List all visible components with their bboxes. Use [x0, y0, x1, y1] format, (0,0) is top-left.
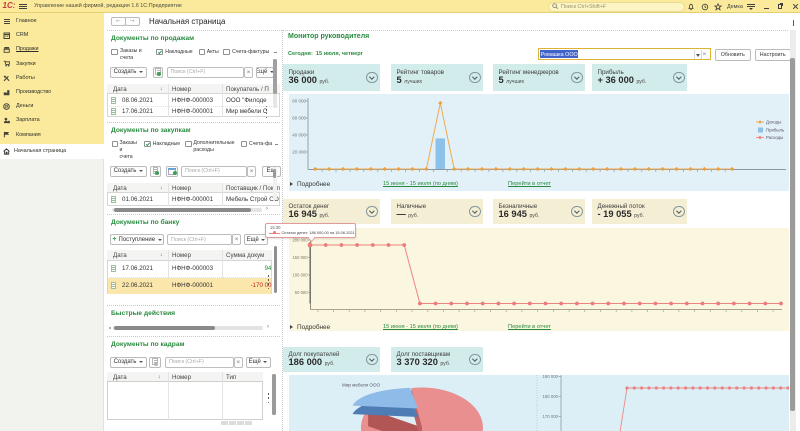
svg-text:60 000: 60 000 [292, 116, 306, 121]
svg-text:Мир мебели ООО: Мир мебели ООО [342, 382, 381, 387]
svg-text:170 000: 170 000 [542, 414, 558, 419]
svg-text:180 000: 180 000 [542, 394, 558, 399]
svg-text:190 000: 190 000 [542, 375, 558, 379]
svg-text:Расходы: Расходы [766, 135, 783, 140]
svg-text:40 000: 40 000 [292, 133, 306, 138]
svg-text:80 000: 80 000 [292, 99, 306, 104]
svg-text:150 000: 150 000 [292, 255, 308, 260]
svg-text:100 000: 100 000 [292, 272, 308, 277]
svg-text:20 000: 20 000 [292, 150, 306, 155]
svg-text:Прибыль: Прибыль [766, 128, 785, 133]
svg-text:50 000: 50 000 [295, 290, 308, 295]
svg-text:200 000: 200 000 [292, 238, 308, 243]
svg-text:Доходы: Доходы [766, 120, 781, 125]
